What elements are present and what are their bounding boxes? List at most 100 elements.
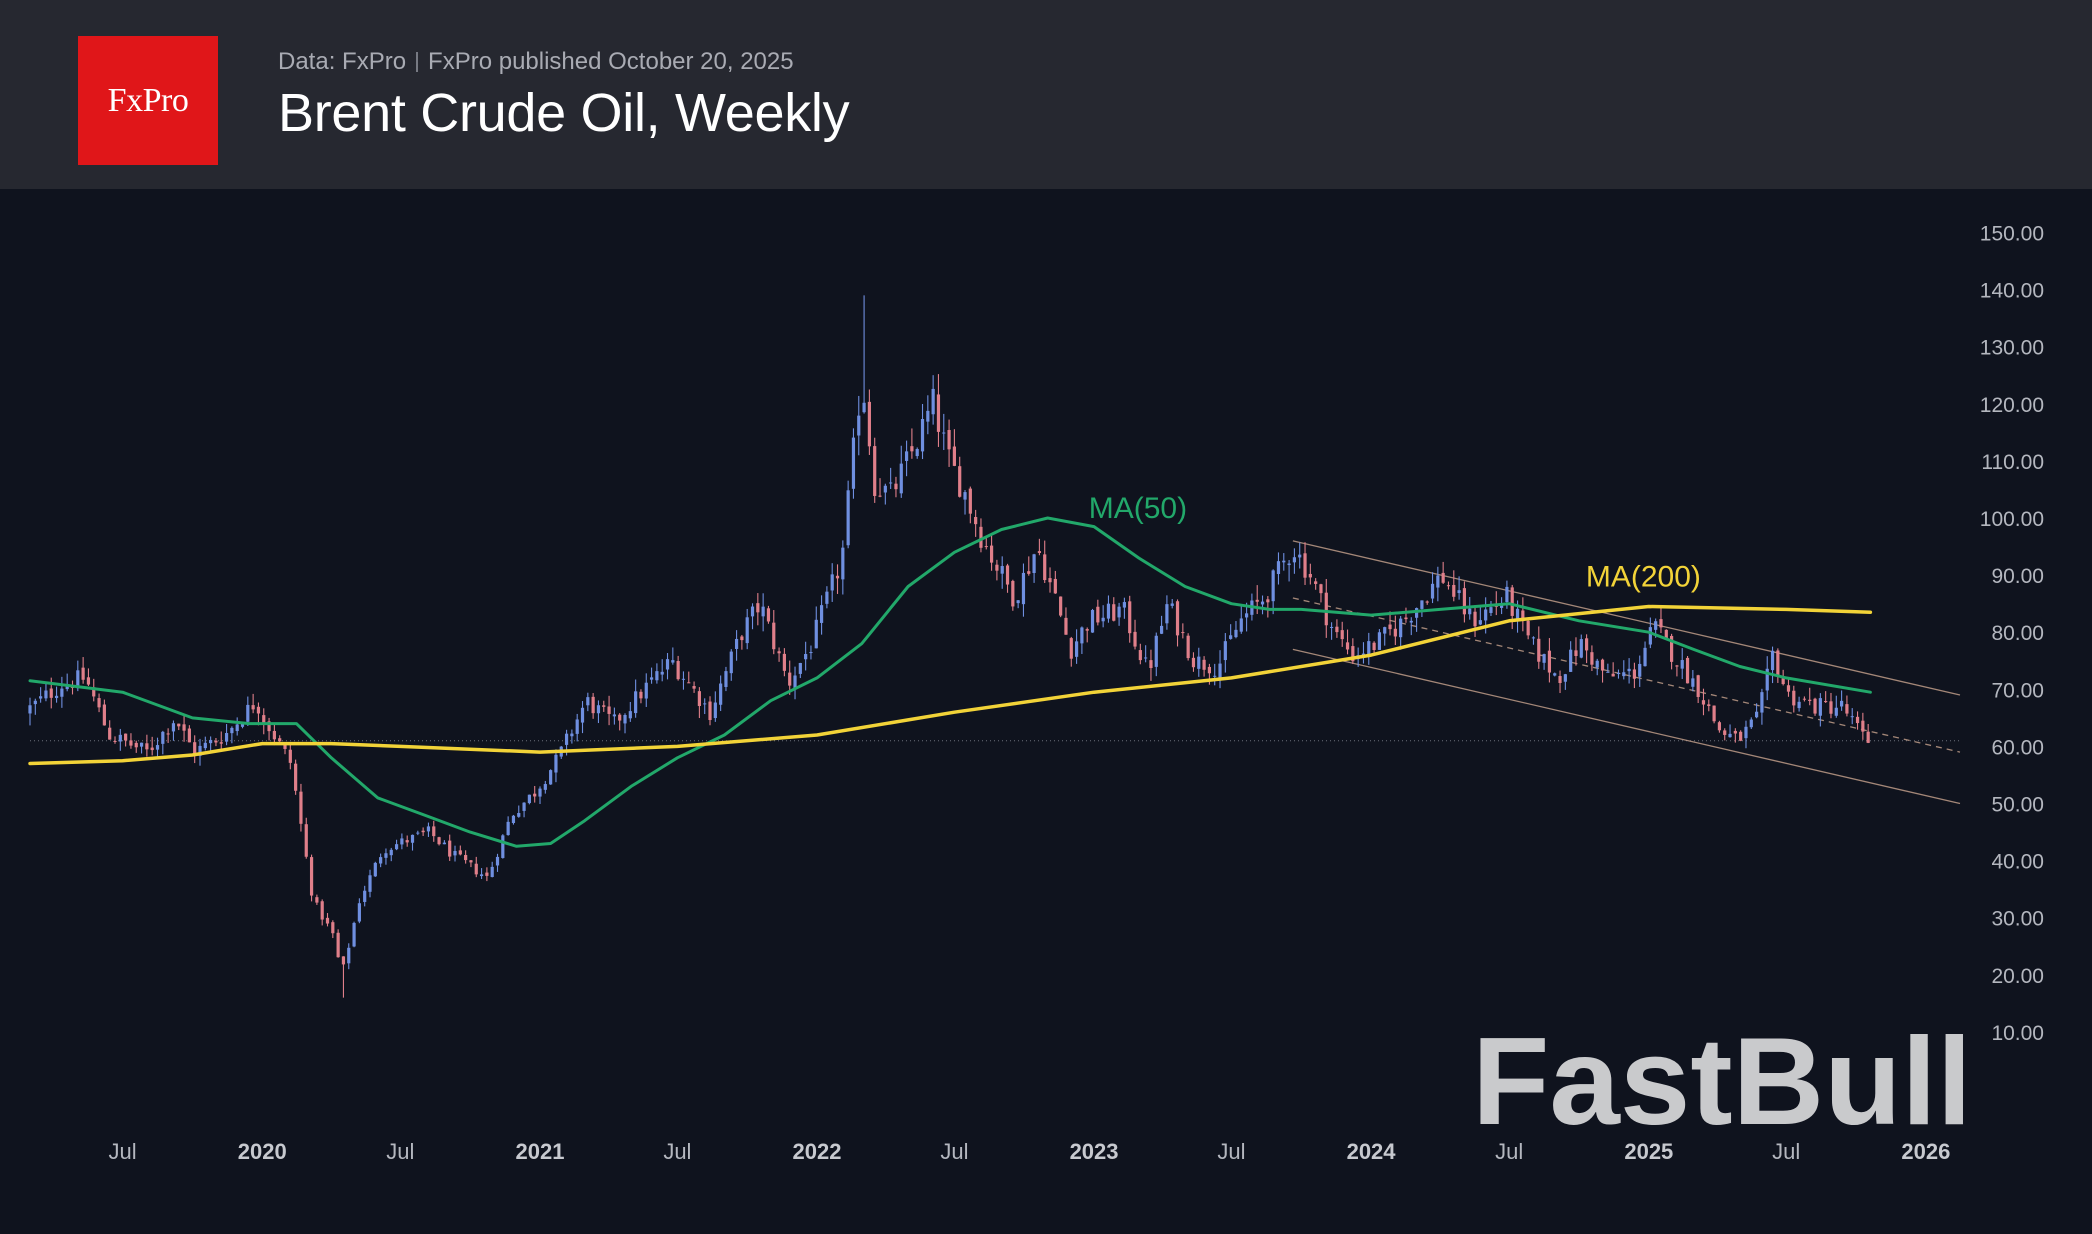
meta-separator <box>416 52 419 72</box>
candle <box>591 693 595 719</box>
candle <box>1866 724 1870 744</box>
candle <box>1159 615 1164 635</box>
candle <box>405 835 409 847</box>
candle <box>533 785 537 803</box>
candle <box>1329 622 1334 640</box>
data-source: Data: FxPro <box>278 48 407 75</box>
candle <box>724 666 728 692</box>
candle <box>458 845 462 856</box>
candle <box>511 814 516 825</box>
candle <box>230 726 234 744</box>
series-line-ma200 <box>28 604 1873 766</box>
candle <box>974 509 978 537</box>
candle <box>129 733 133 749</box>
candle <box>1861 712 1865 740</box>
candle <box>1345 629 1350 655</box>
candle <box>39 687 43 703</box>
candle <box>1106 595 1111 623</box>
candle <box>1112 597 1116 622</box>
candle <box>1675 664 1679 677</box>
candle <box>703 698 707 715</box>
x-tick-label: Jul <box>1772 1139 1800 1164</box>
candle <box>1165 595 1169 630</box>
y-tick-label: 10.00 <box>1991 1022 2044 1045</box>
candle <box>1239 604 1243 634</box>
candle <box>1117 602 1121 626</box>
candle <box>278 735 282 743</box>
candle <box>1218 650 1222 689</box>
candle <box>219 731 223 752</box>
candle <box>835 564 840 594</box>
candle <box>1409 617 1413 636</box>
candle <box>320 899 324 926</box>
candle <box>1797 696 1801 712</box>
candle <box>1590 645 1594 672</box>
candle <box>1600 658 1605 683</box>
candle <box>1122 597 1127 619</box>
candle <box>873 437 877 503</box>
candle <box>33 698 37 715</box>
x-tick-label: 2022 <box>793 1139 842 1164</box>
x-tick-label: 2023 <box>1070 1139 1119 1164</box>
trend-channel <box>1292 540 1961 805</box>
y-tick-label: 140.00 <box>1980 280 2044 303</box>
candle <box>867 389 871 455</box>
candle <box>1473 605 1477 637</box>
candle <box>501 834 505 859</box>
candle <box>1569 641 1573 673</box>
candle <box>968 486 972 524</box>
candle <box>915 447 919 459</box>
candle <box>804 641 808 671</box>
candle <box>102 699 106 726</box>
candle <box>1287 560 1291 582</box>
candle <box>612 707 616 725</box>
candle <box>400 833 404 850</box>
candle <box>1579 634 1583 659</box>
candle <box>1186 633 1190 661</box>
candle <box>1802 696 1807 702</box>
candle <box>649 667 654 684</box>
candle <box>155 737 160 760</box>
candle <box>352 921 356 948</box>
candle <box>54 686 59 703</box>
candle <box>368 869 372 898</box>
candle <box>1303 542 1307 585</box>
candle <box>814 606 818 649</box>
candle <box>1462 581 1467 623</box>
candle <box>86 668 91 686</box>
candle <box>506 816 510 836</box>
candle <box>602 700 606 712</box>
candle <box>347 943 351 970</box>
candle <box>495 853 500 872</box>
candle <box>894 476 898 498</box>
candle <box>336 929 340 958</box>
candle <box>272 722 276 746</box>
candle <box>65 673 69 692</box>
candle <box>660 659 664 682</box>
candle <box>118 728 122 751</box>
candle <box>1335 619 1339 638</box>
candle <box>490 861 494 878</box>
candle <box>1452 570 1456 602</box>
candle <box>426 822 431 837</box>
candle <box>1829 692 1833 719</box>
candle <box>825 586 829 609</box>
candle <box>692 681 696 693</box>
candle <box>464 850 468 864</box>
candle <box>1080 626 1084 654</box>
candle <box>628 702 632 722</box>
candle <box>251 693 255 714</box>
candle <box>1197 647 1201 677</box>
candle <box>161 730 165 755</box>
candle <box>1786 677 1791 697</box>
candle <box>942 413 946 451</box>
candle <box>793 666 797 700</box>
candle <box>1367 632 1371 665</box>
candle <box>139 742 144 754</box>
candlesticks <box>28 295 1870 998</box>
candle <box>1133 619 1137 650</box>
candle <box>1260 595 1265 615</box>
candle <box>1760 688 1764 725</box>
candle <box>1537 626 1541 669</box>
candle <box>1234 621 1238 639</box>
